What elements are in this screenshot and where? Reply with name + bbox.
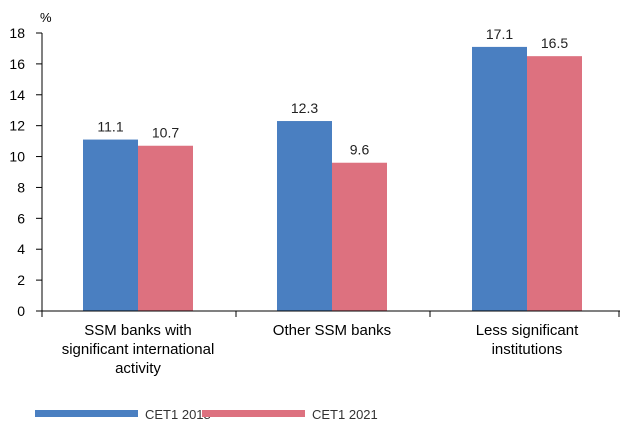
bar-value-label: 9.6 [350,142,370,158]
legend: CET1 2018 CET1 2021 [35,407,378,422]
y-tick-label: 16 [9,56,25,72]
bar [277,121,332,312]
data-labels: 11.1 12.3 17.1 10.7 9.6 16.5 [97,26,568,158]
y-tick-label: 8 [17,179,25,195]
bar [472,46,527,312]
bar-value-label: 10.7 [152,125,179,141]
x-axis: SSM banks with significant international a… [41,310,620,377]
legend-swatch [35,410,138,417]
y-axis-unit-label: % [40,10,52,25]
bar [138,145,193,311]
x-category-label: SSM banks with significant international a… [62,322,215,377]
y-axis: 0 2 4 6 8 10 12 14 16 18 [9,25,43,319]
bar-value-label: 11.1 [97,119,123,135]
bar [527,56,582,311]
legend-label: CET1 2018 [145,407,211,422]
bars [83,46,582,312]
bar-value-label: 12.3 [291,100,318,116]
x-category-label: Other SSM banks [273,322,391,339]
y-tick-label: 2 [17,272,25,288]
bar-value-label: 16.5 [541,35,568,51]
y-tick-label: 0 [17,303,25,319]
x-category-label: Less significant institutions [476,322,579,358]
y-tick-label: 10 [9,149,25,165]
legend-label: CET1 2021 [312,407,378,422]
y-tick-label: 14 [9,87,25,103]
y-tick-label: 4 [17,241,25,257]
bar [332,162,387,311]
y-tick-label: 6 [17,210,25,226]
y-tick-label: 12 [9,118,25,134]
y-tick-label: 18 [9,25,25,41]
bar [83,139,138,311]
bar-value-label: 17.1 [486,26,513,42]
legend-swatch [202,410,305,417]
